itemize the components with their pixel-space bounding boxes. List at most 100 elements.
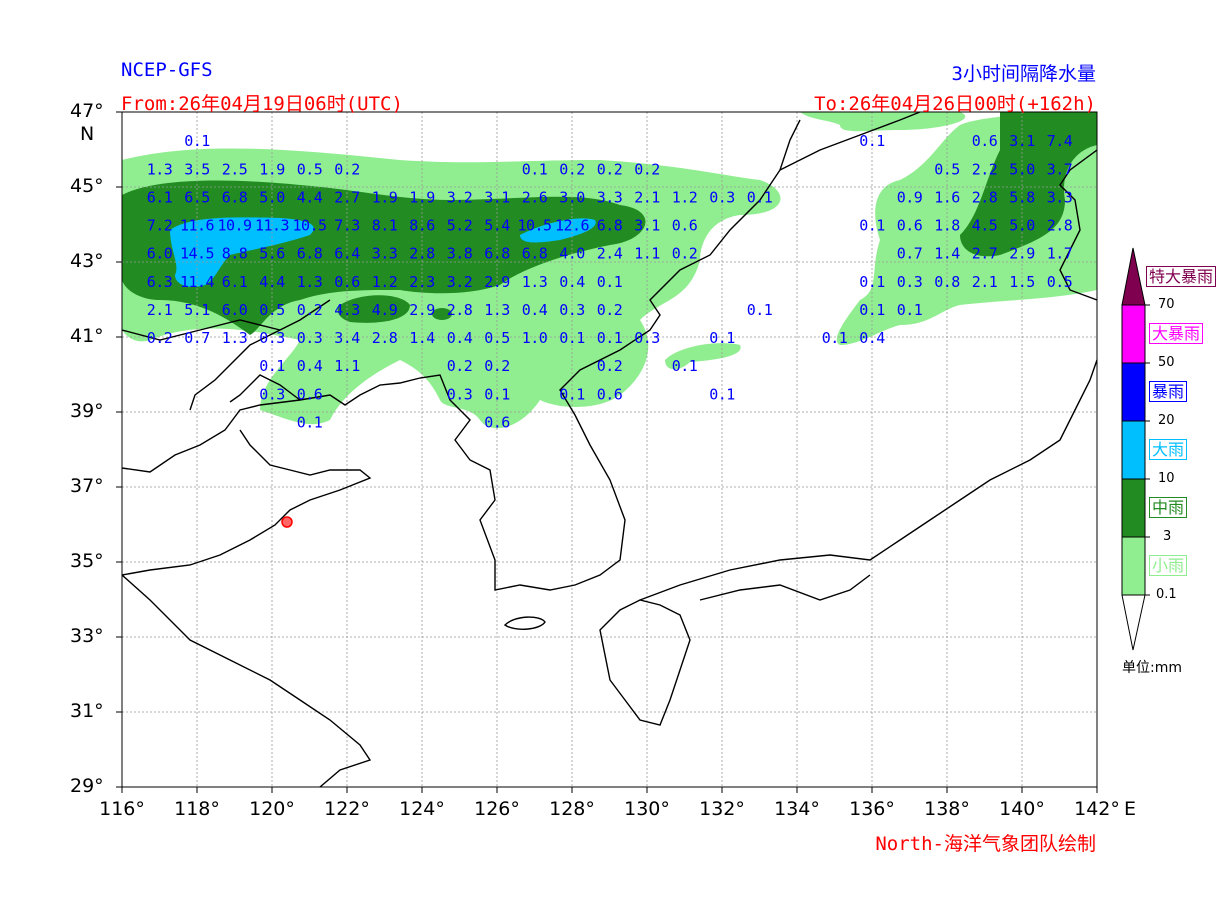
category-light-rain: 小雨: [1149, 555, 1188, 576]
category-rainstorm: 暴雨: [1149, 381, 1188, 402]
precip-value-label: 6.8: [522, 245, 548, 263]
precip-value-label: 6.8: [222, 188, 248, 206]
lat-tick-label: 29°: [70, 775, 104, 797]
precip-value-label: 1.3: [484, 301, 510, 319]
precip-value-label: 5.0: [1009, 160, 1035, 178]
precip-value-label: 0.3: [259, 385, 285, 403]
precip-value-label: 0.2: [334, 160, 360, 178]
colorbar-segment-rainstorm: [1121, 362, 1146, 422]
precip-value-label: 2.6: [522, 188, 548, 206]
precip-value-label: 6.8: [484, 245, 510, 263]
precip-value-label: 3.4: [334, 329, 360, 347]
precip-value-label: 11.4: [180, 273, 215, 291]
precip-value-label: 6.8: [297, 245, 323, 263]
precip-value-label: 0.4: [859, 329, 885, 347]
precip-value-label: 5.6: [259, 245, 285, 263]
precip-value-label: 0.1: [297, 413, 323, 431]
precip-value-label: 0.1: [597, 273, 623, 291]
lon-tick-label: 134°: [774, 798, 820, 820]
precip-value-label: 2.8: [972, 188, 998, 206]
colorbar-level: 70: [1158, 297, 1175, 312]
precip-value-label: 6.3: [147, 273, 173, 291]
lon-tick-label: 120°: [249, 798, 295, 820]
category-severe-rainstorm: 大暴雨: [1149, 323, 1204, 344]
precip-value-label: 0.1: [897, 301, 923, 319]
colorbar-level: 0.1: [1156, 587, 1177, 602]
category-moderate-rain: 中雨: [1149, 497, 1188, 518]
precip-value-label: 0.1: [184, 132, 210, 150]
precip-value-label: 0.3: [447, 385, 473, 403]
precip-value-label: 1.3: [222, 329, 248, 347]
precip-value-label: 0.6: [672, 217, 698, 235]
precip-value-label: 12.6: [555, 217, 590, 235]
precip-value-label: 0.8: [934, 273, 960, 291]
precip-value-label: 5.1: [184, 301, 210, 319]
moderate-rain-area: [960, 112, 1097, 257]
precip-value-label: 0.2: [559, 160, 585, 178]
lat-tick-label: 33°: [70, 625, 104, 647]
precip-value-label: 0.1: [822, 329, 848, 347]
to-time: To:26年04月26日00时(+162h): [814, 93, 1096, 115]
precip-value-label: 1.0: [522, 329, 548, 347]
colorbar-segment-heavy: [1121, 420, 1146, 480]
lon-tick-label: 126°: [474, 798, 520, 820]
precip-value-label: 1.6: [934, 188, 960, 206]
precip-value-label: 0.5: [484, 329, 510, 347]
chart-title: 3小时间隔降水量: [951, 63, 1096, 85]
heavy-rain-area: [170, 217, 314, 287]
lon-tick-label: 124°: [399, 798, 445, 820]
precip-value-label: 0.2: [297, 301, 323, 319]
precip-value-label: 3.8: [447, 245, 473, 263]
precip-value-label: 3.3: [597, 188, 623, 206]
category-extreme-rainstorm: 特大暴雨: [1146, 266, 1217, 287]
lat-tick-label: 39°: [70, 400, 104, 422]
coastlines: [122, 112, 1097, 787]
precip-value-label: 1.2: [372, 273, 398, 291]
precip-value-label: 0.7: [184, 329, 210, 347]
precip-value-label: 3.2: [447, 273, 473, 291]
precip-value-label: 8.1: [372, 217, 398, 235]
colorbar-level: 50: [1158, 355, 1175, 370]
precip-value-label: 4.5: [972, 217, 998, 235]
precip-value-label: 1.3: [297, 273, 323, 291]
precip-value-label: 5.4: [484, 217, 510, 235]
precip-value-label: 3.1: [484, 188, 510, 206]
colorbar-segment-moderate: [1121, 478, 1146, 538]
precip-value-label: 3.0: [559, 188, 585, 206]
precip-value-label: 2.8: [372, 329, 398, 347]
precip-value-label: 0.1: [484, 385, 510, 403]
precip-value-label: 3.2: [447, 188, 473, 206]
precip-value-label: 0.2: [597, 357, 623, 375]
precip-value-label: 8.8: [222, 245, 248, 263]
precip-value-label: 2.9: [409, 301, 435, 319]
precip-value-label: 1.3: [522, 273, 548, 291]
precip-value-label: 0.2: [147, 329, 173, 347]
precip-value-label: 0.2: [447, 357, 473, 375]
precip-value-label: 0.3: [709, 188, 735, 206]
precip-value-label: 3.1: [1009, 132, 1035, 150]
precip-value-label: 2.9: [1009, 245, 1035, 263]
from-time: From:26年04月19日06时(UTC): [121, 93, 403, 115]
precip-value-label: 10.5: [517, 217, 551, 235]
precip-value-label: 0.6: [334, 273, 360, 291]
colorbar-segment-none: [1121, 594, 1146, 651]
lon-tick-label: 128°: [549, 798, 595, 820]
precip-value-label: 1.9: [259, 160, 285, 178]
precip-value-label: 1.4: [409, 329, 435, 347]
precip-value-label: 0.1: [747, 188, 773, 206]
precip-value-label: 0.1: [672, 357, 698, 375]
precip-value-label: 0.9: [897, 188, 923, 206]
precip-value-label: 0.1: [597, 329, 623, 347]
precip-value-label: 0.1: [522, 160, 548, 178]
precip-value-label: 5.0: [1009, 217, 1035, 235]
lon-tick-label: 122°: [324, 798, 370, 820]
lon-tick-label: 132°: [699, 798, 745, 820]
colorbar-level: 3: [1163, 529, 1172, 544]
precip-value-label: 0.7: [897, 245, 923, 263]
precip-value-label: 0.6: [484, 413, 510, 431]
precip-value-label: 2.2: [972, 160, 998, 178]
lon-unit: E: [1124, 798, 1137, 820]
colorbar-unit: 单位:mm: [1122, 660, 1182, 676]
precip-value-label: 10.5: [292, 217, 326, 235]
